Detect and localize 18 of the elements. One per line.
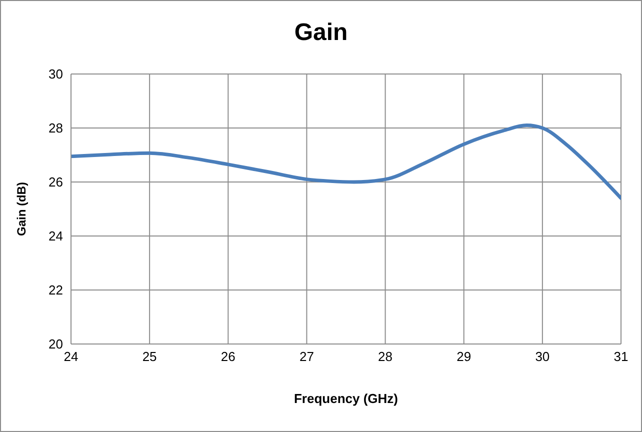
x-tick-label: 24 (64, 349, 78, 364)
x-tick-label: 26 (220, 349, 236, 364)
y-axis-title: Gain (dB) (14, 182, 28, 236)
y-tick-label: 30 (48, 66, 63, 82)
y-tick-label: 20 (48, 336, 63, 352)
y-tick-label: 26 (48, 174, 63, 190)
x-axis-title: Frequency (GHz) (294, 391, 398, 406)
chart-title: Gain (293, 19, 349, 47)
x-tick-label: 25 (142, 349, 157, 364)
y-tick-label: 22 (48, 282, 63, 298)
x-tick-label: 31 (614, 349, 628, 364)
y-tick-label: 28 (48, 120, 63, 136)
x-tick-label: 29 (456, 349, 472, 364)
x-tick-label: 30 (535, 349, 550, 364)
y-tick-label: 24 (48, 228, 63, 244)
x-tick-label: 28 (378, 349, 393, 364)
line-series (71, 124, 621, 200)
x-tick-label: 27 (299, 349, 314, 364)
